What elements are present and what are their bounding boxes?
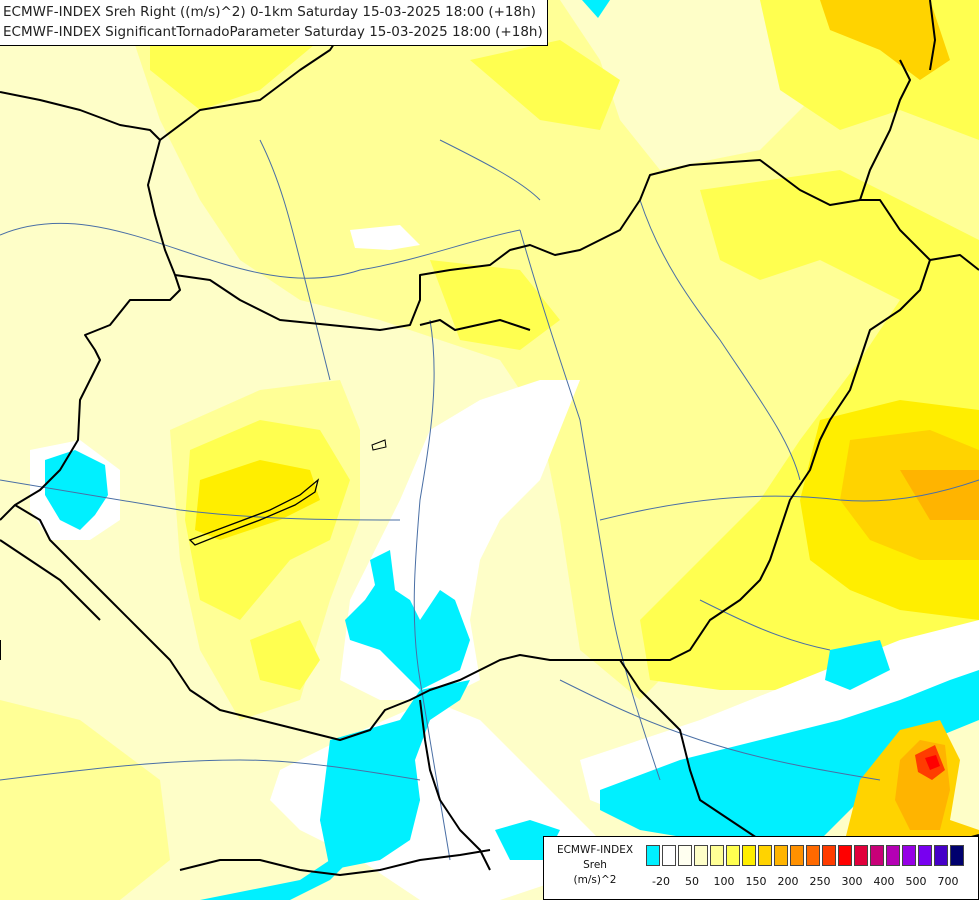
field-cyan-center-tail <box>320 720 420 870</box>
legend-swatch <box>822 845 836 866</box>
legend-swatch <box>902 845 916 866</box>
field-deep-red-southeast <box>925 755 940 770</box>
field-orange-east <box>840 430 979 560</box>
legend-swatch <box>870 845 884 866</box>
legend-tick-label: -20 <box>652 875 670 888</box>
field-light-yellow-sw <box>0 700 170 900</box>
legend-tick-label: 100 <box>713 875 735 888</box>
field-cyan-east-patch <box>825 640 890 690</box>
lake-small <box>371 439 387 451</box>
legend-swatch <box>758 845 772 866</box>
field-white-north <box>350 225 420 250</box>
legend-swatch <box>854 845 868 866</box>
lake-balaton <box>188 478 320 546</box>
legend-tick-label: 200 <box>777 875 799 888</box>
legend-tick-label: 700 <box>937 875 959 888</box>
legend-swatch <box>790 845 804 866</box>
legend-swatch <box>934 845 948 866</box>
legend-tick-label: 500 <box>905 875 927 888</box>
legend-swatch <box>646 845 660 866</box>
legend-title-unit: (m/s)^2 <box>573 874 617 886</box>
legend-swatch <box>918 845 932 866</box>
field-dark-orange-east <box>900 470 979 520</box>
legend-tick-label: 150 <box>745 875 767 888</box>
field-cyan-top <box>582 0 610 18</box>
legend-tick-label: 50 <box>685 875 699 888</box>
legend-swatch <box>886 845 900 866</box>
field-yellow-north-center <box>470 40 620 130</box>
header-line-sreh: ECMWF-INDEX Sreh Right ((m/s)^2) 0-1km S… <box>3 4 536 20</box>
legend-swatch <box>710 845 724 866</box>
legend-tick-label: 250 <box>809 875 831 888</box>
legend-swatch <box>838 845 852 866</box>
field-gold-west <box>195 460 320 540</box>
legend-swatch <box>678 845 692 866</box>
header-line-stp: ECMWF-INDEX SignificantTornadoParameter … <box>3 24 543 40</box>
legend-swatch <box>694 845 708 866</box>
legend-tick-label: 300 <box>841 875 863 888</box>
field-cyan-southeast <box>600 670 979 840</box>
legend-swatch <box>742 845 756 866</box>
field-yellow-west-small <box>250 620 320 690</box>
legend-swatch <box>726 845 740 866</box>
legend-swatch <box>806 845 820 866</box>
color-legend: ECMWF-INDEX Sreh (m/s)^2 -20 50 100 150 200 2… <box>543 836 979 900</box>
legend-swatch <box>950 845 964 866</box>
legend-title-source: ECMWF-INDEX <box>556 844 634 856</box>
legend-title-variable: Sreh <box>583 859 607 871</box>
legend-title: ECMWF-INDEX Sreh (m/s)^2 <box>546 843 644 888</box>
map-header: ECMWF-INDEX Sreh Right ((m/s)^2) 0-1km S… <box>0 0 548 46</box>
legend-tick-label: 400 <box>873 875 895 888</box>
rivers <box>0 139 979 861</box>
legend-swatch <box>662 845 676 866</box>
legend-swatch <box>774 845 788 866</box>
field-orange-northeast <box>820 0 950 80</box>
